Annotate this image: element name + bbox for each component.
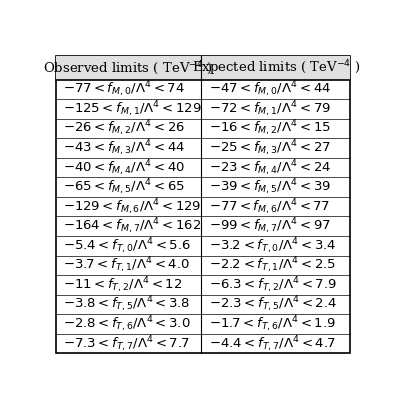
Text: $-125 < f_{M,1}/\Lambda^4 < 129$: $-125 < f_{M,1}/\Lambda^4 < 129$ <box>63 99 202 119</box>
Text: $-99 < f_{M,7}/\Lambda^4 < 97$: $-99 < f_{M,7}/\Lambda^4 < 97$ <box>209 216 331 236</box>
Text: $-164 < f_{M,7}/\Lambda^4 < 162$: $-164 < f_{M,7}/\Lambda^4 < 162$ <box>63 216 202 236</box>
Text: Observed limits ( TeV$^{-4}$ ): Observed limits ( TeV$^{-4}$ ) <box>44 59 213 77</box>
Text: $-3.8 < f_{T,5}/\Lambda^4 < 3.8$: $-3.8 < f_{T,5}/\Lambda^4 < 3.8$ <box>63 295 190 314</box>
Text: $-26 < f_{M,2}/\Lambda^4 < 26$: $-26 < f_{M,2}/\Lambda^4 < 26$ <box>63 118 185 139</box>
Text: $-40 < f_{M,4}/\Lambda^4 < 40$: $-40 < f_{M,4}/\Lambda^4 < 40$ <box>63 158 185 178</box>
Text: $-6.3 < f_{T,2}/\Lambda^4 < 7.9$: $-6.3 < f_{T,2}/\Lambda^4 < 7.9$ <box>209 275 337 295</box>
Bar <box>55 56 350 80</box>
Text: $-5.4 < f_{T,0}/\Lambda^4 < 5.6$: $-5.4 < f_{T,0}/\Lambda^4 < 5.6$ <box>63 236 191 256</box>
Text: $-23 < f_{M,4}/\Lambda^4 < 24$: $-23 < f_{M,4}/\Lambda^4 < 24$ <box>209 158 331 178</box>
Text: $-2.2 < f_{T,1}/\Lambda^4 < 2.5$: $-2.2 < f_{T,1}/\Lambda^4 < 2.5$ <box>209 255 336 276</box>
Text: $-2.3 < f_{T,5}/\Lambda^4 < 2.4$: $-2.3 < f_{T,5}/\Lambda^4 < 2.4$ <box>209 295 337 314</box>
Text: $-47 < f_{M,0}/\Lambda^4 < 44$: $-47 < f_{M,0}/\Lambda^4 < 44$ <box>209 79 331 99</box>
Text: $-2.8 < f_{T,6}/\Lambda^4 < 3.0$: $-2.8 < f_{T,6}/\Lambda^4 < 3.0$ <box>63 314 191 334</box>
Text: $-4.4 < f_{T,7}/\Lambda^4 < 4.7$: $-4.4 < f_{T,7}/\Lambda^4 < 4.7$ <box>209 334 336 354</box>
Text: $-11 < f_{T,2}/\Lambda^4 < 12$: $-11 < f_{T,2}/\Lambda^4 < 12$ <box>63 275 183 295</box>
Text: $-7.3 < f_{T,7}/\Lambda^4 < 7.7$: $-7.3 < f_{T,7}/\Lambda^4 < 7.7$ <box>63 334 190 354</box>
Text: $-129 < f_{M,6}/\Lambda^4 < 129$: $-129 < f_{M,6}/\Lambda^4 < 129$ <box>63 197 202 217</box>
Text: $-65 < f_{M,5}/\Lambda^4 < 65$: $-65 < f_{M,5}/\Lambda^4 < 65$ <box>63 177 185 197</box>
Text: $-72 < f_{M,1}/\Lambda^4 < 79$: $-72 < f_{M,1}/\Lambda^4 < 79$ <box>209 99 331 119</box>
Text: $-25 < f_{M,3}/\Lambda^4 < 27$: $-25 < f_{M,3}/\Lambda^4 < 27$ <box>209 138 331 158</box>
Text: $-16 < f_{M,2}/\Lambda^4 < 15$: $-16 < f_{M,2}/\Lambda^4 < 15$ <box>209 118 331 139</box>
Text: $-77 < f_{M,6}/\Lambda^4 < 77$: $-77 < f_{M,6}/\Lambda^4 < 77$ <box>209 197 330 217</box>
Text: $-3.2 < f_{T,0}/\Lambda^4 < 3.4$: $-3.2 < f_{T,0}/\Lambda^4 < 3.4$ <box>209 236 337 256</box>
Text: $-43 < f_{M,3}/\Lambda^4 < 44$: $-43 < f_{M,3}/\Lambda^4 < 44$ <box>63 138 185 158</box>
Text: $-77 < f_{M,0}/\Lambda^4 < 74$: $-77 < f_{M,0}/\Lambda^4 < 74$ <box>63 79 185 99</box>
Text: $-39 < f_{M,5}/\Lambda^4 < 39$: $-39 < f_{M,5}/\Lambda^4 < 39$ <box>209 177 331 197</box>
Text: $-1.7 < f_{T,6}/\Lambda^4 < 1.9$: $-1.7 < f_{T,6}/\Lambda^4 < 1.9$ <box>209 314 336 334</box>
Text: Expected limits ( TeV$^{-4}$ ): Expected limits ( TeV$^{-4}$ ) <box>192 58 360 78</box>
Text: $-3.7 < f_{T,1}/\Lambda^4 < 4.0$: $-3.7 < f_{T,1}/\Lambda^4 < 4.0$ <box>63 255 190 276</box>
